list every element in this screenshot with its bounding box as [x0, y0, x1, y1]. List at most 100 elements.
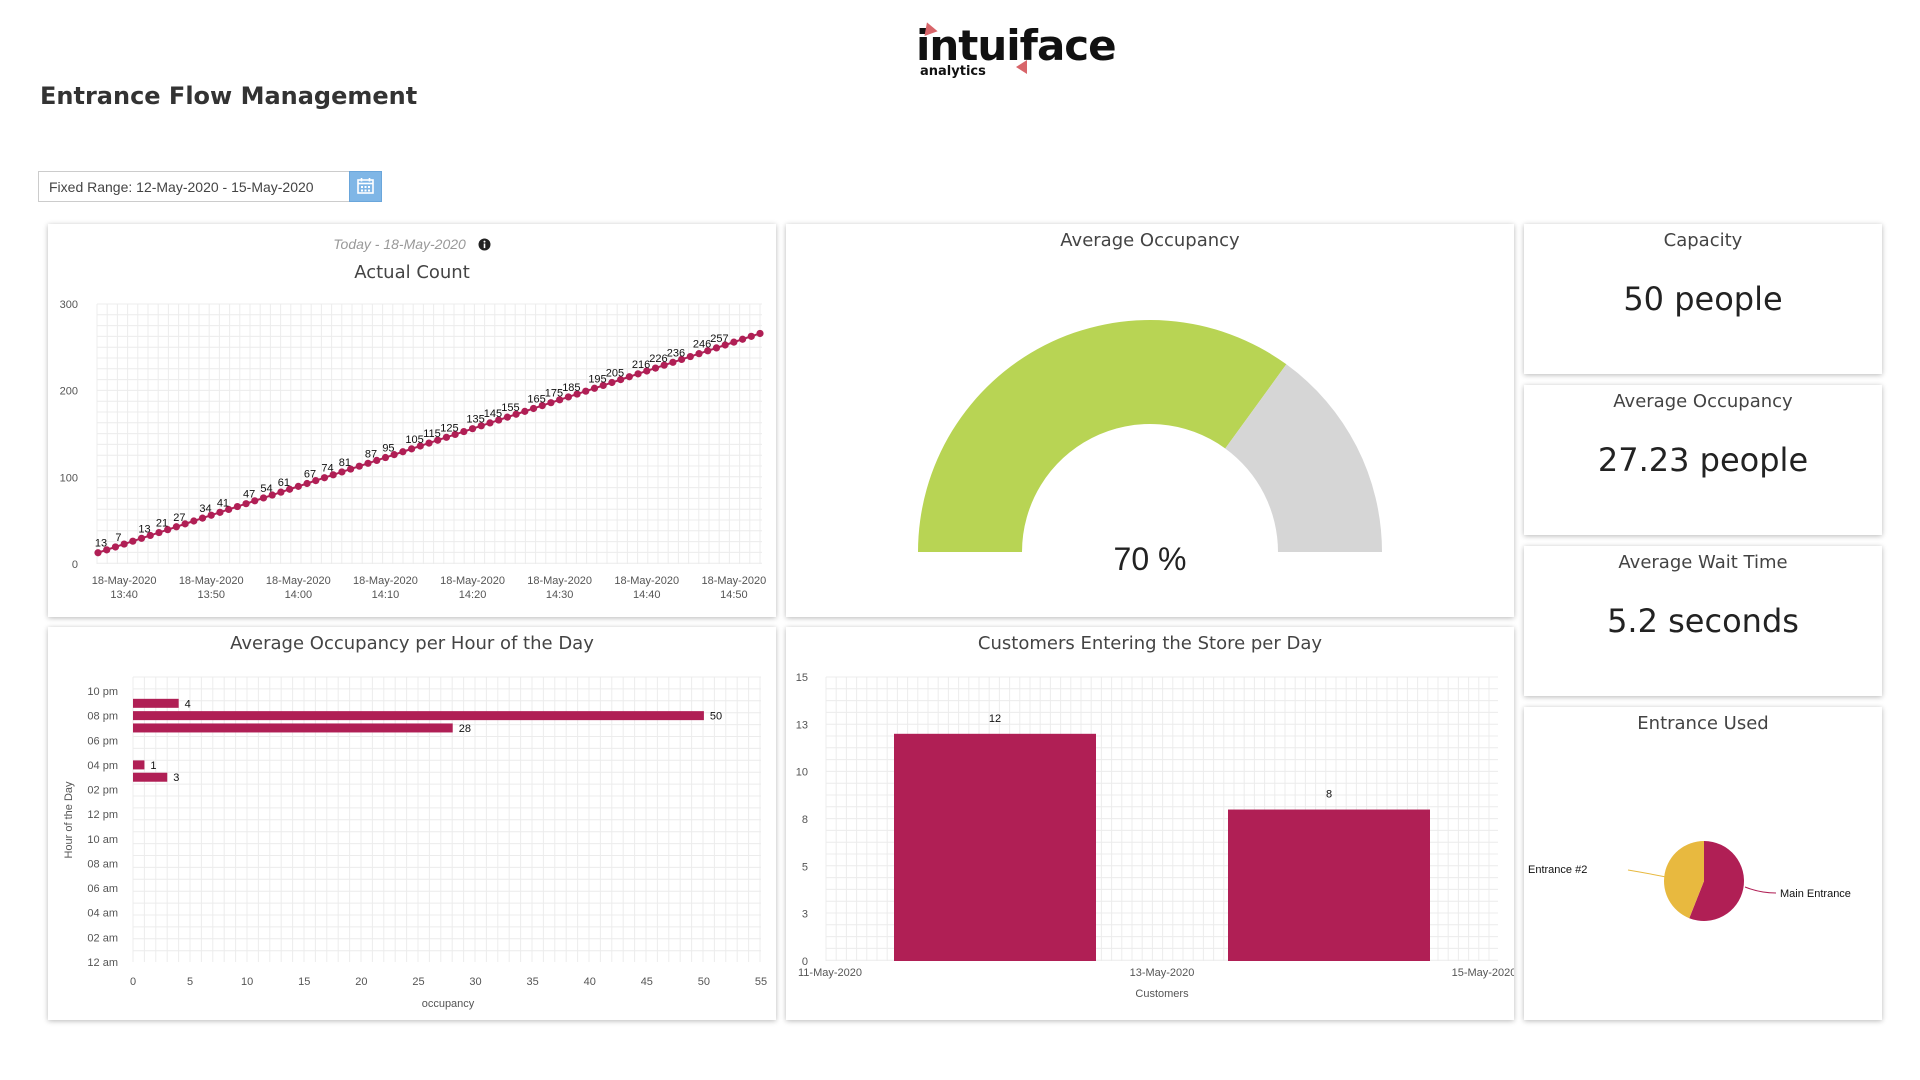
hourly-occupancy-title: Average Occupancy per Hour of the Day: [230, 633, 594, 654]
gauge-value-label: 70 %: [1114, 541, 1187, 577]
page-title: Entrance Flow Management: [40, 82, 418, 110]
x-tick-label-date: 18-May-2020: [701, 575, 766, 587]
x-tick-label: 45: [641, 976, 653, 988]
x-tick-label: 20: [355, 976, 367, 988]
count-data-label: 13: [138, 523, 150, 535]
count-point: [503, 413, 511, 421]
y-tick-label: 08 pm: [87, 711, 118, 723]
count-point: [146, 531, 154, 540]
count-point: [460, 427, 468, 436]
count-point: [529, 404, 538, 413]
y-tick-label: 02 am: [87, 932, 118, 944]
x-tick-label-date: 18-May-2020: [527, 575, 592, 587]
y-axis-label: Hour of the Day: [63, 781, 75, 859]
count-data-label: 105: [405, 434, 423, 446]
count-point: [651, 364, 660, 372]
count-point: [434, 436, 442, 444]
count-point: [225, 505, 233, 514]
calendar-icon: [357, 178, 374, 194]
x-tick-label: 35: [527, 976, 539, 988]
x-tick-label-date: 18-May-2020: [614, 575, 679, 587]
count-data-label: 34: [199, 503, 211, 515]
logo-accent-mark: [1016, 60, 1027, 74]
count-point: [747, 332, 755, 340]
count-point: [198, 514, 207, 522]
y-tick-label: 3: [802, 909, 808, 921]
calendar-button[interactable]: [349, 171, 382, 202]
count-data-label: 13: [95, 538, 107, 550]
hour-bar-label: 28: [459, 723, 471, 735]
count-point: [617, 376, 625, 384]
average-occupancy-title: Average Occupancy: [1613, 391, 1793, 412]
count-point: [277, 488, 285, 496]
count-point: [111, 543, 120, 551]
x-tick-label-date: 18-May-2020: [179, 575, 244, 587]
average-wait-time-title: Average Wait Time: [1618, 552, 1788, 573]
count-point: [477, 422, 485, 430]
date-range-picker[interactable]: Fixed Range: 12-May-2020 - 15-May-2020: [38, 171, 382, 202]
x-tick-label: 30: [469, 976, 481, 988]
x-tick-label-time: 14:00: [285, 589, 313, 601]
day-bar-label: 12: [989, 713, 1001, 725]
count-point: [155, 528, 163, 537]
count-data-label: 61: [278, 477, 290, 489]
count-data-label: 165: [527, 393, 545, 405]
count-point: [268, 491, 276, 499]
y-tick-label: 12 am: [87, 957, 118, 969]
count-point: [556, 396, 564, 404]
x-tick-label-time: 14:50: [720, 589, 748, 601]
hour-bar: [133, 772, 168, 782]
x-tick-label-time: 13:50: [197, 589, 225, 601]
count-point: [721, 341, 729, 349]
count-point: [373, 456, 381, 465]
hour-bar-label: 4: [185, 698, 191, 710]
count-data-label: 81: [339, 457, 351, 469]
count-point: [381, 453, 390, 462]
y-tick-label: 08 am: [87, 858, 118, 870]
count-data-label: 175: [545, 388, 563, 400]
count-data-label: 205: [606, 368, 624, 380]
y-tick-label: 13: [796, 719, 808, 731]
pie-label: Entrance #2: [1528, 864, 1587, 876]
count-point: [660, 361, 668, 369]
count-point: [756, 329, 764, 338]
y-tick-label: 12 pm: [87, 809, 118, 821]
count-data-label: 21: [156, 518, 168, 530]
gauge-remaining-arc: [1225, 364, 1382, 552]
x-tick-label-date: 18-May-2020: [266, 575, 331, 587]
count-point: [486, 419, 494, 427]
x-tick-label-time: 14:10: [372, 589, 400, 601]
date-range-label: Fixed Range: 12-May-2020 - 15-May-2020: [49, 179, 314, 195]
y-tick-label: 100: [60, 472, 78, 484]
info-icon[interactable]: [478, 238, 491, 251]
count-data-label: 47: [243, 489, 255, 501]
entrance-used-chart: Main Entrance Entrance #2: [1528, 841, 1851, 921]
average-wait-time-card: Average Wait Time 5.2 seconds: [1524, 546, 1882, 696]
count-point: [120, 540, 128, 548]
y-tick-label: 0: [72, 559, 78, 571]
count-point: [407, 445, 416, 453]
average-occupancy-value: 27.23 people: [1597, 441, 1809, 479]
count-data-label: 74: [321, 463, 333, 475]
average-occupancy-gauge-card: Average Occupancy 70 %: [786, 224, 1514, 617]
count-point: [512, 410, 520, 418]
y-tick-label: 5: [802, 861, 808, 873]
x-tick-label: 11-May-2020: [798, 967, 862, 979]
y-tick-label: 06 pm: [87, 735, 118, 747]
customers-per-day-chart: 0 3 5 8 10 13 15 11-May-2020 13-May-2020 15-May-2…: [796, 672, 1514, 1000]
count-point: [538, 401, 546, 410]
count-point: [320, 474, 329, 482]
day-bar: [894, 733, 1096, 961]
y-tick-label: 8: [802, 814, 808, 826]
count-point: [207, 511, 215, 519]
day-bar-label: 8: [1326, 789, 1332, 801]
count-point: [216, 508, 224, 516]
count-data-label: 125: [440, 422, 458, 434]
count-data-label: 135: [466, 414, 484, 426]
day-bar: [1228, 809, 1430, 961]
customers-per-day-card: Customers Entering the Store per Day 0 3 5…: [786, 627, 1514, 1020]
y-tick-label: 04 am: [87, 908, 118, 920]
count-point: [347, 465, 355, 473]
y-tick-label: 0: [802, 956, 808, 968]
count-data-label: 67: [304, 468, 316, 480]
